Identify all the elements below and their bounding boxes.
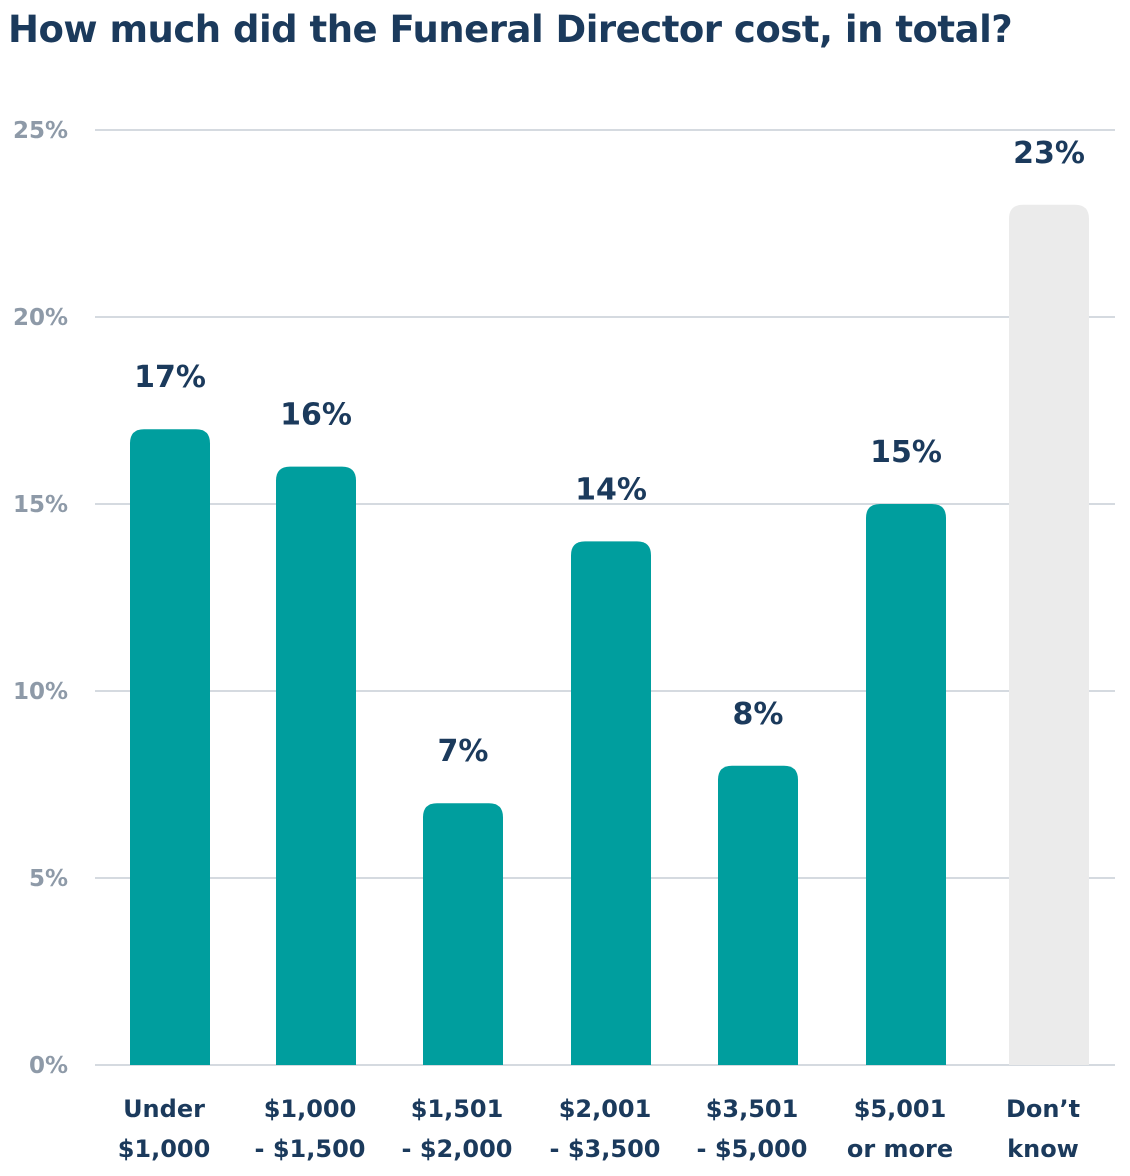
chart-title: How much did the Funeral Director cost, …: [8, 8, 1013, 51]
bars: [130, 204, 1089, 1066]
y-tick-label-25: 25%: [13, 118, 68, 144]
value-label-2: 7%: [438, 734, 489, 769]
value-label-0: 17%: [134, 360, 206, 395]
x-axis-labels: Under $1,000 $1,000 - $1,500 $1,501 - $2,000 $…: [118, 1095, 1080, 1163]
category-label-0-line-0: Under: [123, 1095, 205, 1123]
category-label-5-line-0: $5,001: [854, 1095, 947, 1123]
bar-6: [1009, 204, 1089, 1066]
value-label-5: 15%: [870, 435, 942, 470]
category-label-6-line-1: know: [1007, 1135, 1079, 1163]
bar-3: [571, 541, 651, 1065]
value-labels: 17% 16% 7% 14% 8% 15% 23%: [134, 136, 1085, 769]
value-label-4: 8%: [733, 697, 784, 732]
category-label-1-line-0: $1,000: [264, 1095, 357, 1123]
category-label-6-line-0: Don’t: [1006, 1095, 1080, 1123]
bar-5: [866, 504, 946, 1065]
value-label-6: 23%: [1013, 136, 1085, 171]
category-label-3-line-1: - $3,500: [550, 1135, 661, 1163]
category-label-1-line-1: - $1,500: [255, 1135, 366, 1163]
value-label-1: 16%: [280, 398, 352, 433]
y-tick-label-0: 0%: [29, 1053, 68, 1079]
category-label-4-line-1: - $5,000: [697, 1135, 808, 1163]
category-label-0-line-1: $1,000: [118, 1135, 211, 1163]
y-tick-label-10: 10%: [13, 679, 68, 705]
bar-4: [718, 765, 798, 1065]
bar-2: [423, 803, 503, 1065]
y-tick-label-20: 20%: [13, 305, 68, 331]
y-axis-ticks: 0% 5% 10% 15% 20% 25%: [13, 118, 68, 1079]
category-label-3-line-0: $2,001: [559, 1095, 652, 1123]
y-tick-label-5: 5%: [29, 866, 68, 892]
bar-1: [276, 466, 356, 1066]
category-label-2-line-1: - $2,000: [402, 1135, 513, 1163]
value-label-3: 14%: [575, 472, 647, 507]
bar-0: [130, 429, 210, 1065]
category-label-4-line-0: $3,501: [706, 1095, 799, 1123]
category-label-5-line-1: or more: [847, 1135, 953, 1163]
category-label-2-line-0: $1,501: [411, 1095, 504, 1123]
y-tick-label-15: 15%: [13, 492, 68, 518]
